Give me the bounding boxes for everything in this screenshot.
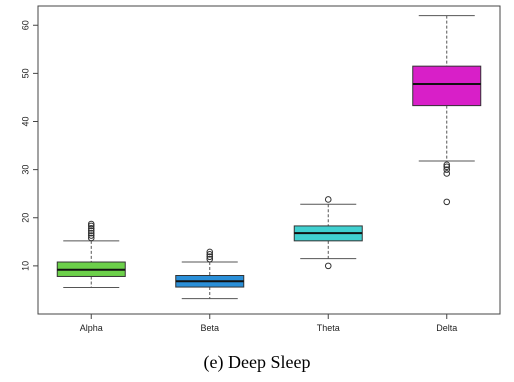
box-delta	[412, 15, 482, 206]
outlier-point	[87, 227, 95, 235]
y-tick-label: 40	[20, 116, 30, 126]
y-tick-label: 20	[20, 213, 30, 223]
outlier-point	[443, 170, 451, 177]
outlier-point	[443, 198, 451, 206]
outlier-point	[324, 196, 332, 203]
outlier-point	[87, 222, 95, 230]
outlier-point	[443, 163, 451, 171]
outlier-point	[87, 232, 95, 239]
outlier-point	[87, 234, 95, 242]
y-tick-label: 50	[20, 68, 30, 78]
y-tick-label: 60	[20, 20, 30, 30]
outlier-point	[206, 255, 214, 263]
outlier-point	[443, 161, 451, 169]
plot-frame	[37, 5, 501, 315]
x-tick-label: Beta	[200, 323, 219, 333]
box-theta	[293, 196, 363, 270]
outlier-point	[206, 248, 214, 256]
outlier-point	[206, 253, 214, 261]
outlier-point	[324, 262, 332, 270]
figure-caption: (e) Deep Sleep	[203, 352, 311, 372]
outlier-point	[443, 166, 451, 173]
box-alpha	[56, 220, 126, 289]
box-plot-chart: 10 20 30 40 50 60 Alpha Beta Theta Delta	[20, 5, 501, 333]
outlier-point	[87, 220, 95, 228]
y-axis: 10 20 30 40 50 60	[20, 20, 38, 271]
outlier-point	[206, 251, 214, 258]
outlier-point	[87, 229, 95, 237]
x-tick-label: Alpha	[80, 323, 103, 333]
boxes-layer	[56, 15, 482, 300]
box-beta	[175, 248, 245, 300]
x-tick-label: Theta	[317, 323, 340, 333]
x-axis: Alpha Beta Theta Delta	[80, 314, 457, 333]
iqr-box	[412, 65, 482, 107]
outlier-point	[87, 225, 95, 232]
x-tick-label: Delta	[436, 323, 457, 333]
y-tick-label: 10	[20, 261, 30, 271]
y-tick-label: 30	[20, 165, 30, 175]
